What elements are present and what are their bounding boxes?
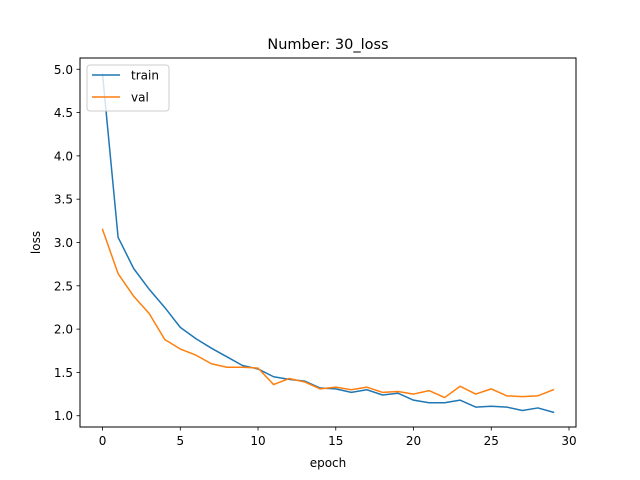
y-tick-label: 1.0	[54, 409, 73, 423]
series-line-val	[101, 228, 555, 399]
x-tick-label: 5	[176, 434, 184, 448]
legend-box	[86, 64, 170, 112]
y-tick-label: 1.5	[54, 366, 73, 380]
x-axis-label: epoch	[310, 456, 347, 470]
chart-title: Number: 30_loss	[267, 37, 388, 53]
y-axis-label: loss	[29, 231, 43, 254]
y-tick-label: 3.5	[54, 193, 73, 207]
y-tick-label: 5.0	[54, 63, 73, 77]
legend-label-train: train	[131, 69, 159, 83]
y-tick-label: 3.0	[54, 236, 73, 250]
ticks-layer: 0 5 10 15 20 25 30 1.0 1.5 2.0 2.5 3.0 3.5 4.0 4.5 5.0	[54, 63, 577, 448]
y-tick-label: 4.0	[54, 149, 73, 163]
legend: train val	[86, 64, 170, 112]
x-tick-label: 15	[328, 434, 343, 448]
x-tick-label: 25	[484, 434, 499, 448]
x-tick-label: 30	[561, 434, 576, 448]
x-tick-label: 10	[250, 434, 265, 448]
y-tick-label: 2.5	[54, 279, 73, 293]
x-tick-label: 20	[406, 434, 421, 448]
x-tick-label: 0	[99, 434, 107, 448]
y-tick-label: 4.5	[54, 106, 73, 120]
series-layer	[101, 73, 555, 414]
y-tick-label: 2.0	[54, 323, 73, 337]
legend-label-val: val	[131, 91, 149, 105]
plot-frame	[79, 57, 577, 428]
